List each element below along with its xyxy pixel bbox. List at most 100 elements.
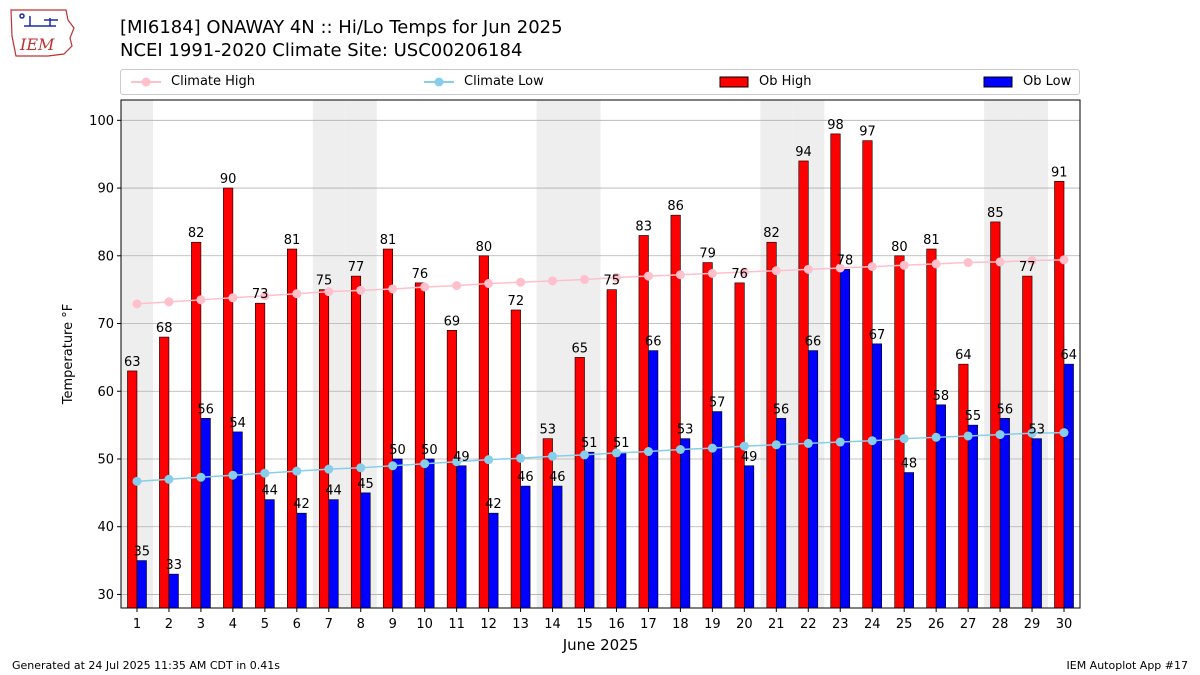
chart-subtitle: NCEI 1991-2020 Climate Site: USC00206184	[120, 40, 523, 61]
climate-low-point	[324, 464, 334, 474]
climate-low-point	[356, 463, 366, 473]
ob-high-value-label: 94	[795, 145, 812, 160]
ob-low-value-label: 57	[709, 396, 726, 411]
ob-high-bar	[798, 160, 809, 609]
climate-low-point	[196, 472, 206, 482]
climate-low-point	[963, 431, 973, 441]
ob-low-bar	[1031, 438, 1042, 609]
climate-low-point	[675, 445, 685, 455]
ob-high-value-label: 82	[763, 226, 780, 241]
climate-low-point	[260, 468, 270, 478]
x-tick-label: 26	[928, 617, 945, 632]
ob-high-value-label: 76	[731, 267, 748, 282]
climate-low-point	[899, 434, 909, 444]
climate-low-point	[643, 447, 653, 457]
ob-high-value-label: 73	[252, 287, 269, 302]
ob-high-bar	[223, 187, 234, 609]
climate-high-point	[164, 297, 174, 307]
climate-high-point	[580, 274, 590, 284]
x-tick-label: 27	[960, 617, 977, 632]
climate-high-point	[260, 291, 270, 301]
app-note: IEM Autoplot App #17	[1066, 659, 1189, 672]
x-tick-label: 19	[704, 617, 721, 632]
y-tick-label: 90	[97, 182, 114, 197]
climate-high-point	[452, 281, 462, 291]
ob-high-bar	[478, 255, 489, 609]
chart-legend: Climate High Climate Low Ob High Ob Low	[120, 69, 1080, 95]
x-tick-label: 25	[896, 617, 913, 632]
ob-high-value-label: 63	[124, 355, 141, 370]
ob-high-bar	[382, 248, 394, 609]
climate-low-point	[707, 443, 717, 453]
ob-low-value-label: 58	[933, 389, 950, 404]
x-axis-label: June 2025	[562, 636, 639, 654]
climate-low-point	[771, 440, 781, 450]
climate-high-point	[835, 263, 845, 273]
x-tick-label: 12	[480, 617, 497, 632]
climate-low-point	[420, 459, 430, 469]
ob-high-value-label: 72	[508, 294, 525, 309]
ob-high-bar	[1022, 275, 1033, 609]
climate-low-point	[611, 448, 621, 458]
ob-high-value-label: 76	[412, 267, 429, 282]
ob-low-value-label: 50	[389, 443, 406, 458]
ob-low-bar	[616, 451, 627, 609]
ob-high-bar	[830, 133, 841, 609]
ob-high-value-label: 77	[1019, 260, 1036, 275]
ob-low-bar	[648, 350, 659, 609]
x-tick-label: 30	[1056, 617, 1073, 632]
ob-low-value-label: 46	[517, 470, 534, 485]
x-tick-label: 20	[736, 617, 753, 632]
climate-low-point	[931, 432, 941, 442]
ob-low-value-label: 49	[741, 450, 758, 465]
ob-low-value-label: 51	[581, 436, 598, 451]
ob-high-value-label: 81	[284, 233, 301, 248]
ob-low-bar	[360, 492, 371, 609]
climate-high-line	[136, 259, 1065, 305]
climate-lines	[132, 255, 1069, 486]
climate-high-point	[803, 264, 813, 274]
ob-low-bar	[488, 512, 499, 609]
climate-high-point	[867, 262, 877, 272]
legend-marker-climate-high	[131, 77, 161, 87]
ob-high-bar	[350, 275, 362, 609]
ob-high-bar	[766, 241, 777, 609]
y-tick-label: 60	[97, 385, 114, 400]
legend-label: Climate High	[171, 74, 256, 89]
climate-low-point	[164, 474, 174, 484]
ob-low-value-label: 56	[197, 402, 214, 417]
ob-low-bar	[903, 472, 914, 609]
climate-low-line	[136, 431, 1065, 483]
ob-low-bar	[744, 465, 755, 609]
ob-low-bar	[392, 458, 403, 609]
legend-label: Ob Low	[1023, 74, 1072, 89]
ob-high-bar	[862, 140, 873, 609]
ob-low-bar	[712, 411, 723, 609]
ob-high-value-label: 90	[220, 172, 237, 187]
x-tick-label: 8	[357, 617, 365, 632]
ob-low-bar	[1063, 363, 1074, 609]
climate-low-point	[132, 476, 142, 486]
climate-low-point	[548, 451, 558, 461]
legend-label: Climate Low	[464, 74, 544, 89]
ob-high-bar	[894, 255, 905, 609]
ob-low-bar	[200, 418, 211, 609]
ob-high-value-label: 81	[923, 233, 940, 248]
ob-high-value-label: 53	[540, 423, 557, 438]
ob-high-bar	[638, 235, 649, 609]
x-tick-label: 24	[864, 617, 881, 632]
climate-low-point	[580, 450, 590, 460]
x-tick-label: 11	[448, 617, 465, 632]
ob-high-value-label: 83	[635, 219, 652, 234]
climate-high-point	[484, 279, 494, 289]
ob-low-value-label: 56	[997, 402, 1014, 417]
x-tick-label: 22	[800, 617, 817, 632]
ob-low-value-label: 56	[773, 402, 790, 417]
ob-high-bar	[542, 438, 553, 609]
climate-high-point	[228, 293, 238, 303]
y-axis-label: Temperature °F	[61, 304, 76, 405]
y-tick-label: 100	[89, 114, 114, 129]
ob-low-bar	[328, 499, 339, 609]
ob-high-value-label: 85	[987, 206, 1004, 221]
